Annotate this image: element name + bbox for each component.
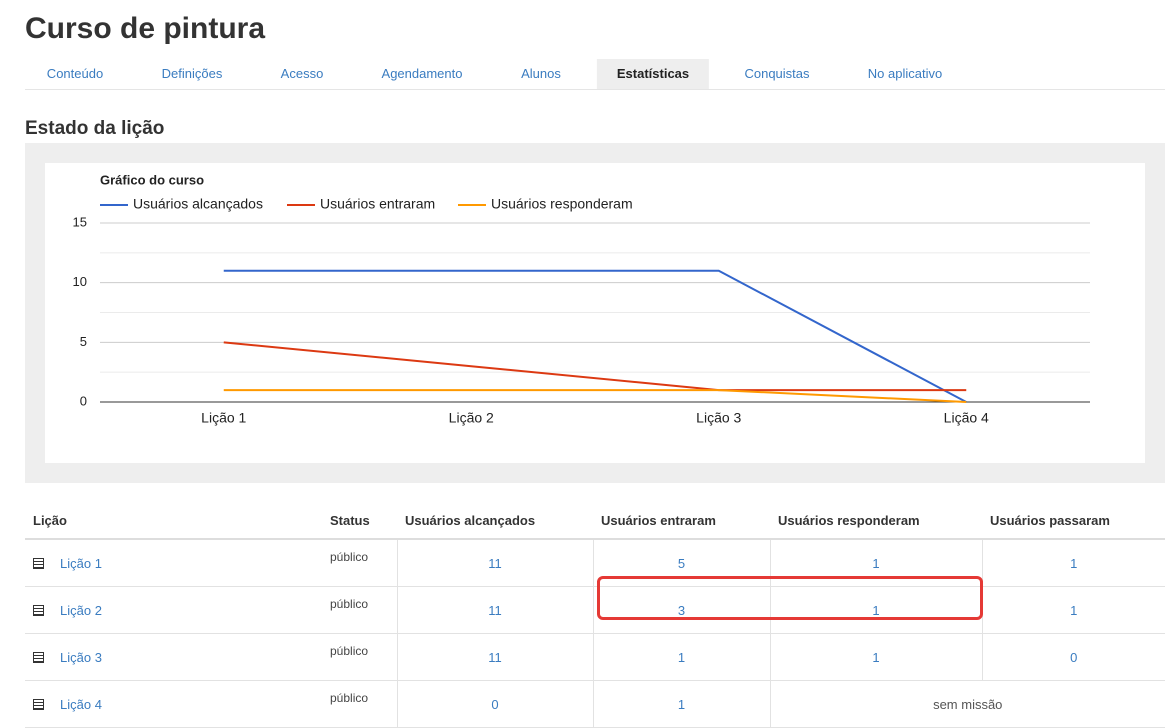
value-cell[interactable]: 0 [396,680,593,728]
lesson-cell: Lição 3 [25,633,322,681]
table-row: Lição 1 público 11 5 1 1 [25,539,1165,587]
tab[interactable]: Conteúdo [46,66,104,81]
status-cell: público [322,633,397,681]
section-title: Estado da lição [25,118,165,139]
x-tick-label: Lição 4 [944,410,989,426]
chart: Gráfico do curso Usuários alcançados Usuár… [45,163,1145,463]
lesson-cell: Lição 4 [25,680,322,728]
x-tick-label: Lição 2 [449,410,494,426]
lesson-icon [33,604,44,616]
y-tick-label: 15 [73,214,87,229]
series-line [223,341,967,392]
column-header: Usuários responderam [770,503,982,540]
series-line [223,269,967,403]
lesson-link[interactable]: Lição 2 [60,602,102,618]
lesson-icon [33,698,44,710]
value-cell[interactable]: 11 [396,586,593,634]
lesson-cell: Lição 2 [25,586,322,634]
column-header: Lição [25,503,322,540]
status-cell: público [322,680,397,728]
legend-label: Usuários responderam [491,196,633,212]
chart-title: Gráfico do curso [100,172,204,187]
table-row: Lição 4 público 0 1 sem missão [25,680,1165,728]
column-header: Status [322,503,397,540]
course-title: Curso de pintura [25,12,266,45]
column-header: Usuários passaram [982,503,1165,540]
tab[interactable]: No aplicativo [867,66,943,81]
tab[interactable]: Acesso [280,66,324,81]
tab-bar: Conteúdo Definições Acesso Agendamento Aluno… [25,59,1165,90]
value-cell[interactable]: 1 [592,680,770,728]
value-cell[interactable]: 11 [396,539,593,587]
y-tick-label: 10 [73,274,87,289]
value-cell[interactable]: 11 [396,633,593,681]
lesson-cell: Lição 1 [25,539,322,587]
x-tick-label: Lição 3 [696,410,741,426]
column-header: Usuários alcançados [397,503,593,540]
page: {"header": {"title": "Curso de pintura",… [25,12,1165,728]
value-cell[interactable]: 1 [769,633,982,681]
table-row: Lição 3 público 11 1 1 0 [25,633,1165,681]
lesson-link[interactable]: Lição 4 [60,696,102,712]
legend-label: Usuários alcançados [133,196,263,212]
value-cell: sem missão [769,680,1165,728]
tab[interactable]: Agendamento [381,66,463,81]
table-row: Lição 2 público 11 3 1 1 [25,586,1165,634]
tab[interactable]: Estatísticas [596,59,710,89]
y-tick-label: 5 [80,334,87,349]
legend-label: Usuários entraram [320,196,435,212]
lesson-icon [33,557,44,569]
value-cell[interactable]: 1 [592,633,770,681]
value-cell[interactable]: 1 [981,586,1165,634]
tab[interactable]: Definições [161,66,223,81]
tab[interactable]: Conquistas [744,66,810,81]
value-cell[interactable]: 3 [592,586,770,634]
highlight-box [597,576,983,620]
tab[interactable]: Alunos [521,66,561,81]
y-tick-label: 0 [80,393,87,408]
series-line [223,389,967,403]
value-cell[interactable]: 1 [981,539,1165,587]
lesson-link[interactable]: Lição 3 [60,649,102,665]
lesson-icon [33,651,44,663]
lesson-link[interactable]: Lição 1 [60,555,102,571]
value-cell[interactable]: 1 [769,586,982,634]
x-tick-label: Lição 1 [201,410,246,426]
status-cell: público [322,539,397,587]
column-header: Usuários entraram [593,503,770,540]
header-row: Lição Status Usuários alcançados Usuários e… [25,503,1165,540]
status-cell: público [322,586,397,634]
value-cell[interactable]: 0 [981,633,1165,681]
lesson-table: Lição Status Usuários alcançados Usuários e… [25,503,1165,728]
